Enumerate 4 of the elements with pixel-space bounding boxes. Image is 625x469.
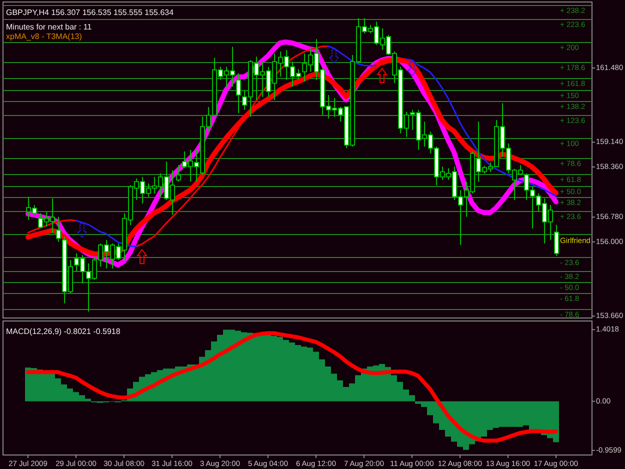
text: MACD(12,26,9) -0.8021 -0.5918 (6, 327, 121, 336)
text: GBPJPY,H4 156.307 156.535 155.555 155.634 (6, 8, 174, 17)
text: Minutes for next bar : 11 (6, 22, 92, 32)
annotation: xpMA_v8 - T3MA(13) (6, 32, 82, 41)
